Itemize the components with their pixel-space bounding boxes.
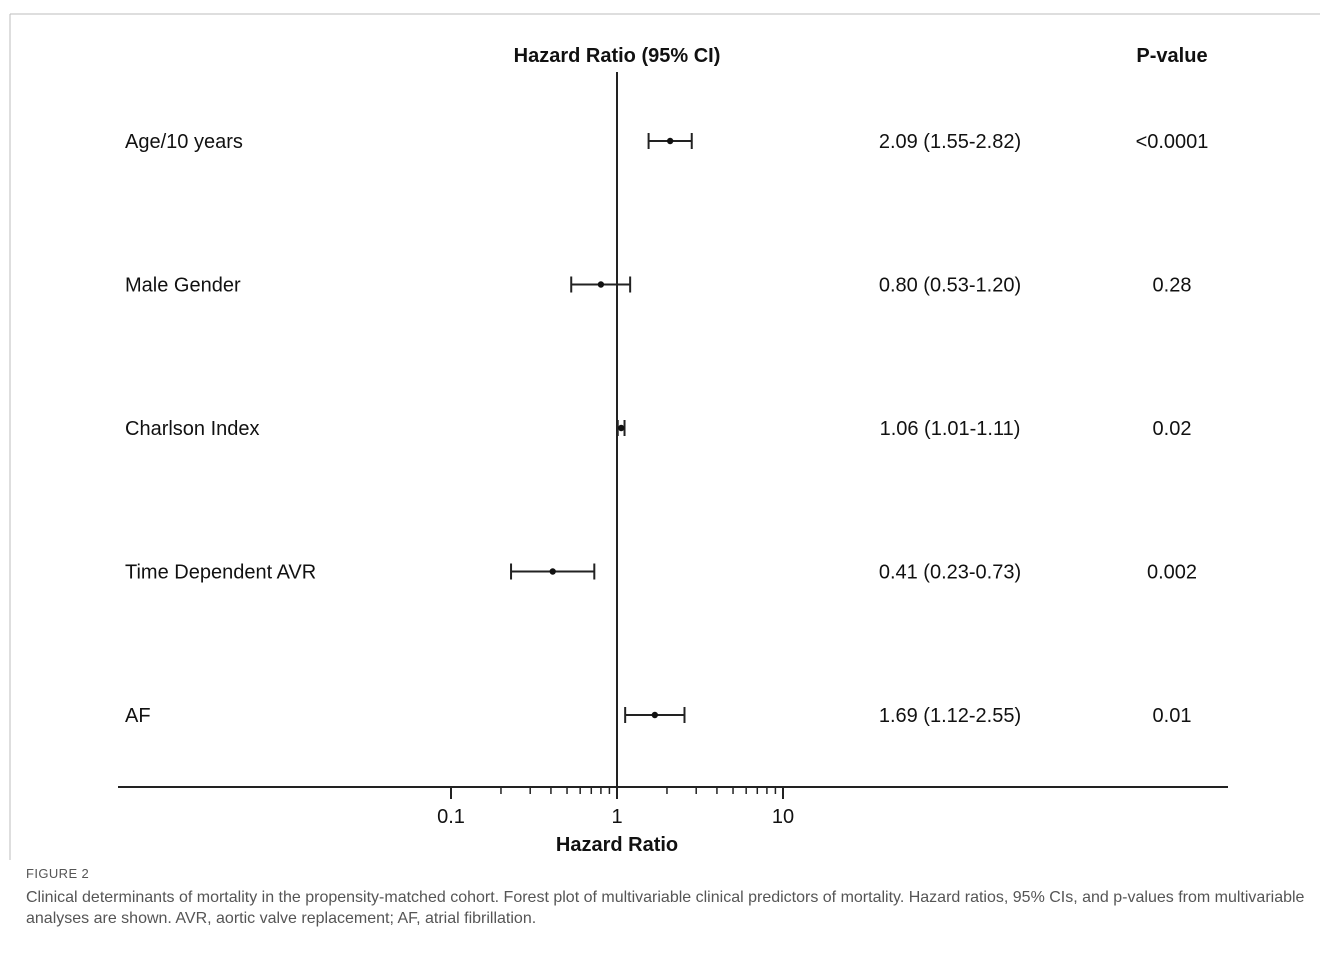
hazard-ratio-point — [618, 424, 625, 432]
row-label: Charlson Index — [125, 418, 260, 440]
x-axis-ticks: 0.1 1 10 — [437, 787, 794, 828]
row-label: Age/10 years — [125, 131, 243, 153]
hazard-ratio-point — [666, 137, 674, 145]
hazard-ratio-point — [597, 281, 605, 288]
pvalue-label: 0.002 — [1147, 562, 1197, 584]
figure-label: FIGURE 2 — [26, 866, 90, 881]
figure-caption: FIGURE 2 Clinical determinants of mortal… — [26, 866, 1316, 929]
forest-row: Time Dependent AVR 0.41 (0.23-0.73) 0.002 — [125, 562, 1197, 584]
estimate-label: 2.09 (1.55-2.82) — [879, 131, 1021, 153]
forest-row: AF 1.69 (1.12-2.55) 0.01 — [125, 705, 1191, 727]
tick-label: 10 — [772, 806, 794, 828]
rows-layer: Age/10 years 2.09 (1.55-2.82) <0.0001 Male … — [125, 131, 1208, 727]
tick-label: 1 — [611, 806, 622, 828]
pvalue-label: 0.01 — [1153, 705, 1192, 727]
x-axis-title: Hazard Ratio — [556, 834, 678, 856]
estimate-label: 1.06 (1.01-1.11) — [880, 418, 1021, 440]
forest-row: Age/10 years 2.09 (1.55-2.82) <0.0001 — [125, 131, 1208, 153]
row-label: AF — [125, 705, 151, 727]
estimate-column-header: Hazard Ratio (95% CI) — [514, 45, 721, 67]
row-label: Male Gender — [125, 275, 241, 297]
forest-plot: Hazard Ratio (95% CI) P-value Age/10 yea… — [9, 13, 1320, 860]
estimate-label: 0.41 (0.23-0.73) — [879, 562, 1021, 584]
estimate-label: 0.80 (0.53-1.20) — [879, 275, 1021, 297]
hazard-ratio-point — [549, 568, 556, 575]
hazard-ratio-point — [651, 711, 659, 719]
pvalue-label: <0.0001 — [1136, 131, 1209, 153]
forest-row: Male Gender 0.80 (0.53-1.20) 0.28 — [125, 275, 1191, 297]
forest-row: Charlson Index 1.06 (1.01-1.11) 0.02 — [125, 418, 1191, 440]
pvalue-label: 0.02 — [1153, 418, 1192, 440]
pvalue-label: 0.28 — [1153, 275, 1192, 297]
caption-text: Clinical determinants of mortality in th… — [26, 889, 1305, 927]
row-label: Time Dependent AVR — [125, 562, 316, 584]
tick-label: 0.1 — [437, 806, 465, 828]
pvalue-column-header: P-value — [1136, 45, 1207, 67]
estimate-label: 1.69 (1.12-2.55) — [879, 705, 1021, 727]
